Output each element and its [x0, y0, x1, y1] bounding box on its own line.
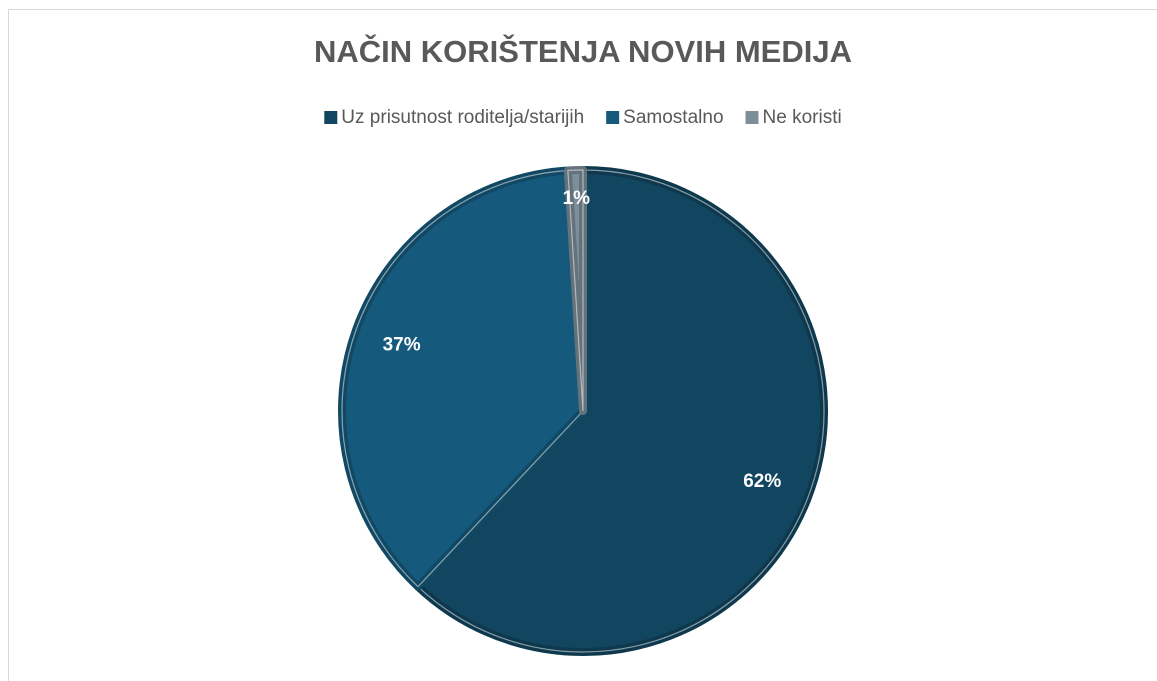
legend-label: Samostalno: [623, 107, 723, 128]
chart-title: NAČIN KORIŠTENJA NOVIH MEDIJA: [314, 33, 852, 69]
data-label: 37%: [383, 335, 421, 356]
legend-label: Uz prisutnost roditelja/starijih: [341, 107, 584, 128]
data-labels: 62% 37% 1%: [383, 188, 782, 492]
legend-swatch: [745, 111, 759, 124]
pie: [338, 166, 828, 656]
data-label: 62%: [743, 471, 781, 492]
slice-separator: [341, 169, 584, 588]
legend-label: Ne koristi: [763, 107, 842, 128]
slice-separator: [567, 169, 584, 412]
legend: Uz prisutnost roditelja/starijih Samostal…: [324, 107, 842, 128]
legend-swatch: [606, 111, 620, 124]
data-label: 1%: [563, 188, 591, 209]
legend-swatch: [324, 111, 338, 124]
slice-separator: [417, 169, 825, 653]
